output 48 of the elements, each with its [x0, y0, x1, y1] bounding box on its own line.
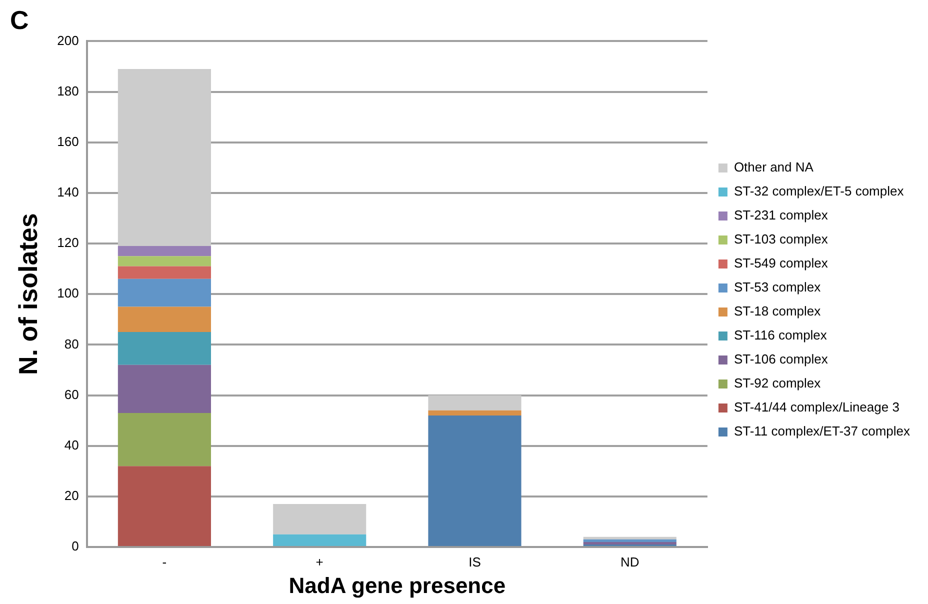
- bar: [428, 410, 522, 416]
- legend-label: Other and NA: [734, 160, 814, 175]
- bar: [118, 364, 211, 413]
- bar: [118, 306, 211, 332]
- bar: [583, 536, 676, 540]
- y-axis-title: N. of isolates: [12, 213, 43, 376]
- bar: [118, 69, 211, 246]
- y-tick-label: 200: [57, 32, 79, 48]
- bar: [118, 266, 211, 279]
- legend-label: ST-106 complex: [734, 352, 828, 367]
- bar: [273, 534, 366, 546]
- y-tick-label: 40: [64, 437, 79, 452]
- y-tick-label: 60: [64, 386, 79, 402]
- x-tick-label: +: [316, 554, 324, 570]
- legend-label: ST-32 complex/ET-5 complex: [734, 184, 904, 199]
- y-tick-label: 20: [64, 488, 79, 503]
- bar: [118, 466, 211, 546]
- bar: [118, 278, 211, 307]
- legend-label: ST-92 complex: [734, 376, 822, 391]
- x-axis-title: NadA gene presence: [288, 572, 506, 598]
- x-tick-label: IS: [468, 554, 482, 570]
- bar: [118, 246, 211, 256]
- y-tick-label: 80: [64, 336, 79, 352]
- x-tick-label: ND: [620, 554, 640, 570]
- bar: [273, 504, 366, 534]
- legend-label: ST-53 complex: [734, 280, 822, 295]
- bar: [118, 332, 211, 365]
- legend-label: ST-549 complex: [734, 256, 828, 271]
- bar: [428, 415, 522, 546]
- bar: [583, 539, 676, 542]
- y-tick-label: 120: [57, 235, 79, 250]
- y-tick-label: 140: [57, 184, 79, 200]
- y-tick-label: 100: [57, 286, 79, 301]
- bar: [118, 256, 211, 266]
- legend-label: ST-41/44 complex/Lineage 3: [734, 400, 900, 415]
- y-tick-label: 160: [57, 134, 79, 149]
- y-tick-label: 180: [57, 83, 79, 98]
- bar: [583, 542, 676, 544]
- bar: [118, 412, 211, 466]
- x-tick-label: -: [162, 554, 167, 570]
- legend-label: ST-116 complex: [734, 328, 828, 343]
- y-tick-label: 0: [72, 538, 79, 554]
- legend-label: ST-18 complex: [734, 304, 822, 319]
- legend-label: ST-231 complex: [734, 208, 828, 223]
- legend-label: ST-11 complex/ET-37 complex: [734, 424, 910, 439]
- bar: [428, 395, 522, 410]
- chart-title: C: [10, 4, 29, 35]
- legend-label: ST-103 complex: [734, 232, 828, 247]
